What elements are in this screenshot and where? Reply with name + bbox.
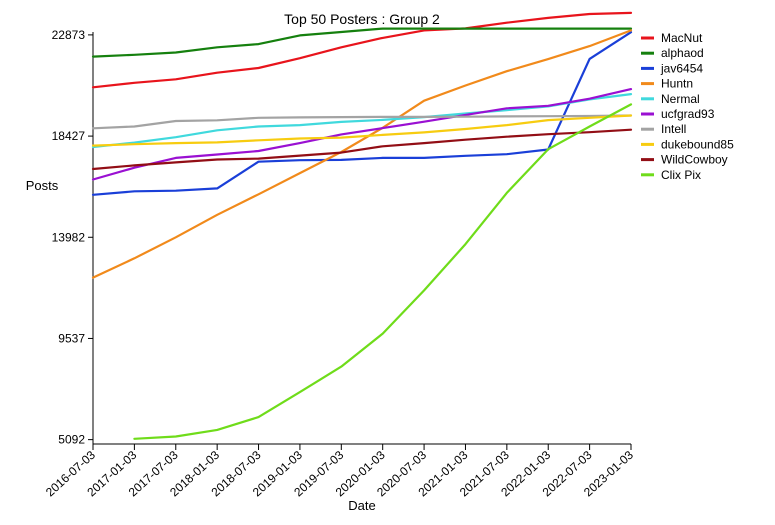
y-axis-ticks: 5092 9537 13982 18427 22873 <box>52 28 93 447</box>
series-line-alphaod <box>91 27 633 58</box>
series-line-intell <box>91 114 633 130</box>
y-tick-label: 18427 <box>52 129 86 143</box>
series-line-dukebound85 <box>91 114 633 147</box>
series-line-ucfgrad93 <box>91 88 633 181</box>
series-line-clix-pix <box>133 103 633 440</box>
legend-label-jav6454: jav6454 <box>660 61 703 75</box>
legend-label-macnut: MacNut <box>661 31 703 45</box>
y-tick-label: 22873 <box>52 28 86 42</box>
legend-label-nermal: Nermal <box>661 92 700 106</box>
legend-label-huntn: Huntn <box>661 77 693 91</box>
y-tick-label: 9537 <box>58 331 85 345</box>
x-axis-title: Date <box>348 498 375 513</box>
chart-title: Top 50 Posters : Group 2 <box>284 11 440 27</box>
y-tick-label: 5092 <box>58 433 85 447</box>
series-line-huntn <box>91 29 633 279</box>
x-axis-ticks: 2016-07-032017-01-032017-07-032018-01-03… <box>43 444 636 499</box>
y-axis-title: Posts <box>26 178 59 193</box>
legend-label-ucfgrad93: ucfgrad93 <box>661 107 715 121</box>
legend-label-dukebound85: dukebound85 <box>661 137 734 151</box>
legend-label-alphaod: alphaod <box>661 46 704 60</box>
legend-label-wildcowboy: WildCowboy <box>661 153 728 167</box>
series-line-macnut <box>91 11 633 89</box>
legend-label-intell: Intell <box>661 122 686 136</box>
y-tick-label: 13982 <box>52 230 86 244</box>
series-line-wildcowboy <box>91 128 633 171</box>
legend-label-clix-pix: Clix Pix <box>661 168 701 182</box>
series-lines <box>91 11 633 440</box>
series-line-jav6454 <box>91 31 633 196</box>
